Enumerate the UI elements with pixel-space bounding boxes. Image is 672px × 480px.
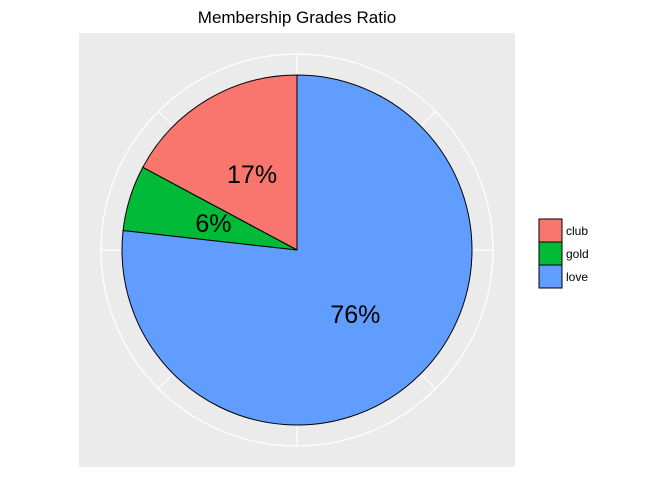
legend-key-love: [538, 264, 563, 289]
legend-item-gold: gold: [538, 241, 589, 266]
slice-label-love: 76%: [330, 301, 380, 329]
legend-item-club: club: [538, 218, 588, 243]
grid-spoke: [157, 373, 174, 390]
legend: club gold love: [538, 218, 589, 289]
slice-label-gold: 6%: [195, 210, 231, 238]
pie-slices: [121, 74, 473, 426]
legend-key-gold: [538, 241, 563, 266]
legend-label-club: club: [566, 224, 588, 238]
grid-spoke: [420, 110, 437, 127]
grid-spoke: [420, 373, 437, 390]
slice-labels: 17% 6% 76%: [195, 161, 380, 329]
legend-label-love: love: [566, 270, 588, 284]
slice-label-club: 17%: [227, 161, 277, 189]
legend-label-gold: gold: [566, 247, 589, 261]
legend-item-love: love: [538, 264, 588, 289]
chart-title: Membership Grades Ratio: [198, 8, 396, 27]
grid-spoke: [157, 110, 174, 127]
legend-key-club: [538, 218, 563, 243]
slice-love: [121, 74, 473, 426]
slice-club: [142, 74, 298, 251]
